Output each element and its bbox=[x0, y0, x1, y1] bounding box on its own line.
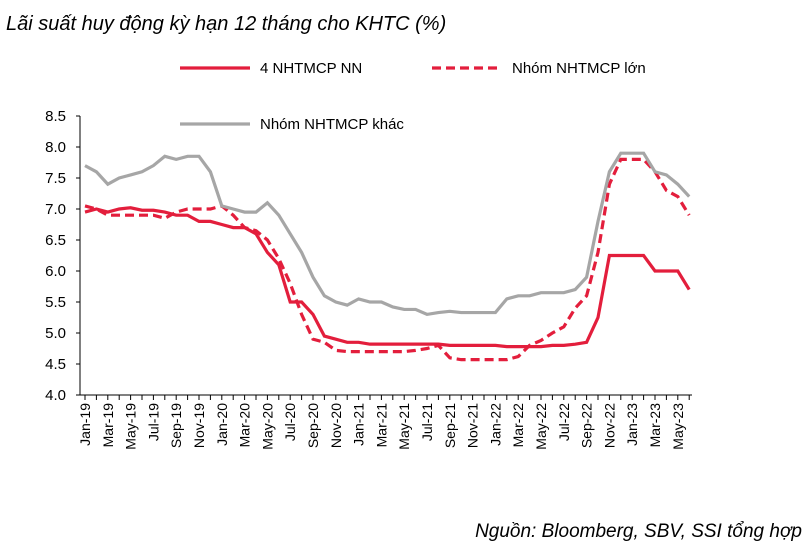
x-tick-label: Jul-19 bbox=[145, 403, 161, 441]
x-tick-label: Jul-20 bbox=[282, 403, 298, 441]
x-tick-label: Sep-20 bbox=[305, 403, 321, 448]
x-tick-label: Jul-22 bbox=[556, 403, 572, 441]
y-tick-label: 6.5 bbox=[45, 232, 66, 249]
x-tick-label: May-20 bbox=[259, 403, 275, 450]
y-tick-label: 8.0 bbox=[45, 139, 66, 156]
x-tick-label: Mar-20 bbox=[237, 403, 253, 448]
series-line bbox=[84, 206, 691, 349]
y-tick-label: 8.5 bbox=[45, 108, 66, 125]
series-line bbox=[84, 151, 691, 317]
x-tick-label: May-21 bbox=[396, 403, 412, 450]
y-tick-label: 4.5 bbox=[45, 356, 66, 373]
x-tick-label: Jan-20 bbox=[214, 403, 230, 446]
x-tick-label: Mar-19 bbox=[100, 403, 116, 448]
source-note: Nguồn: Bloomberg, SBV, SSI tổng hợp bbox=[475, 521, 802, 542]
x-tick-label: Jan-19 bbox=[77, 403, 93, 446]
y-tick-label: 7.0 bbox=[45, 201, 66, 218]
x-tick-label: Nov-22 bbox=[601, 403, 617, 448]
x-tick-label: Nov-19 bbox=[191, 403, 207, 448]
x-tick-label: Jan-22 bbox=[487, 403, 503, 446]
y-tick-label: 7.5 bbox=[45, 170, 66, 187]
x-tick-label: Jan-23 bbox=[624, 403, 640, 446]
x-tick-label: May-19 bbox=[123, 403, 139, 450]
y-tick-label: 4.0 bbox=[45, 387, 66, 404]
legend-label: Nhóm NHTMCP khác bbox=[260, 116, 404, 133]
y-tick-label: 5.5 bbox=[45, 294, 66, 311]
y-tick-label: 5.0 bbox=[45, 325, 66, 342]
x-tick-label: Sep-19 bbox=[168, 403, 184, 448]
x-tick-label: Jul-21 bbox=[419, 403, 435, 441]
legend-label: 4 NHTMCP NN bbox=[260, 60, 362, 77]
x-tick-label: Sep-22 bbox=[579, 403, 595, 448]
x-tick-label: Nov-21 bbox=[465, 403, 481, 448]
y-tick-label: 6.0 bbox=[45, 263, 66, 280]
series-line bbox=[84, 157, 691, 362]
x-tick-label: May-23 bbox=[670, 403, 686, 450]
x-tick-label: Mar-21 bbox=[373, 403, 389, 448]
legend-label: Nhóm NHTMCP lớn bbox=[512, 60, 646, 77]
x-tick-label: Mar-23 bbox=[647, 403, 663, 448]
x-tick-label: Jan-21 bbox=[351, 403, 367, 446]
x-tick-label: Mar-22 bbox=[510, 403, 526, 448]
x-tick-label: Nov-20 bbox=[328, 403, 344, 448]
x-tick-label: May-22 bbox=[533, 403, 549, 450]
chart-title: Lãi suất huy động kỳ hạn 12 tháng cho KH… bbox=[6, 13, 446, 35]
x-tick-label: Sep-21 bbox=[442, 403, 458, 448]
